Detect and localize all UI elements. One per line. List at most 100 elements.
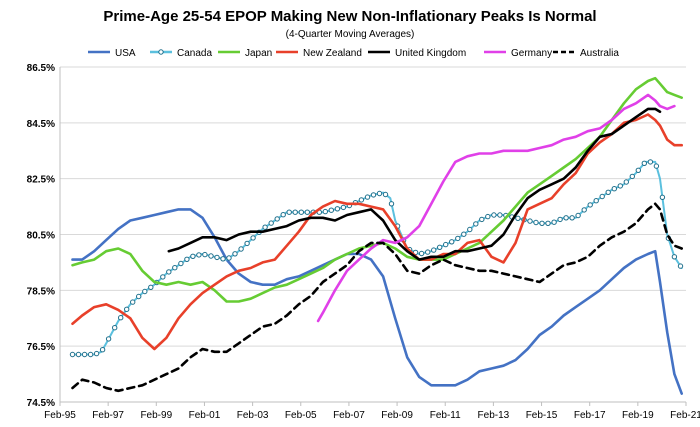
x-tick-label: Feb-13 [478,410,510,421]
series-line-usa [71,208,683,395]
y-tick-label: 78.5% [27,286,55,297]
data-point-canada [322,208,328,215]
legend-item-usa: USA [88,48,136,59]
data-point-canada [238,246,244,252]
series-line-australia [71,202,683,393]
y-tick-label: 80.5% [27,231,55,242]
chart-title: Prime-Age 25-54 EPOP Making New Non-Infl… [103,8,596,25]
data-point-canada [491,212,497,218]
data-point-canada [437,244,443,251]
data-point-canada [527,218,533,224]
series-canada [69,159,684,358]
series-line-japan [71,76,683,303]
legend-label: New Zealand [303,48,362,59]
x-tick-label: Feb-01 [189,410,221,421]
gridlines [60,66,686,403]
data-point-canada [581,207,587,213]
data-point-canada [635,167,641,174]
data-point-canada [160,274,166,280]
data-point-canada [280,212,286,218]
data-point-canada [268,220,274,226]
data-point-canada [599,193,605,200]
data-point-canada [208,253,214,259]
series-lines [69,76,684,395]
data-point-canada [136,293,142,300]
data-point-canada [677,263,684,269]
y-tick-label: 86.5% [27,63,55,74]
data-point-canada [629,173,635,180]
data-point-canada [250,235,256,241]
legend-marker [158,49,164,55]
series-line-germany [316,93,676,323]
data-point-canada [214,254,220,261]
legend-item-canada: Canada [150,48,212,59]
x-tick-label: Feb-21 [670,410,700,421]
legend-item-united-kingdom: United Kingdom [368,48,466,59]
data-point-canada [425,249,431,255]
legend-label: Canada [177,48,212,59]
data-point-canada [184,256,190,262]
data-point-canada [93,350,100,357]
data-point-canada [388,201,395,207]
data-point-canada [533,219,539,226]
x-tick-label: Feb-19 [622,410,654,421]
data-point-canada [605,189,611,196]
data-point-canada [659,194,666,201]
data-point-canada [467,226,473,233]
x-tick-label: Feb-95 [44,410,76,421]
data-point-canada [202,251,208,258]
data-point-canada [298,209,304,215]
series-germany [316,93,676,323]
series-line-new-zealand [71,113,683,351]
x-tick-label: Feb-99 [140,410,172,421]
data-point-canada [304,209,310,215]
data-point-canada [286,209,292,215]
x-tick-label: Feb-03 [237,410,269,421]
data-point-canada [641,160,647,167]
data-point-canada [166,269,172,275]
data-point-canada [81,351,88,358]
data-point-canada [226,255,232,261]
data-point-canada [190,253,196,259]
data-point-canada [130,299,136,305]
series-united-kingdom [167,107,662,261]
data-point-canada [328,207,334,213]
data-point-canada [611,186,617,192]
data-point-canada [99,347,106,353]
data-point-canada [545,220,551,227]
y-tick-label: 82.5% [27,175,55,186]
data-point-canada [262,224,268,230]
data-point-canada [124,306,130,312]
legend-label: USA [115,48,136,59]
data-point-canada [515,215,521,222]
data-point-canada [497,212,503,218]
data-point-canada [431,247,437,253]
chart-legend: USA Canada Japan New Zealand United Kingdom G… [88,48,619,59]
data-point-canada [461,231,467,237]
series-australia [71,202,683,393]
series-japan [71,76,683,303]
x-tick-label: Feb-05 [285,410,317,421]
x-tick-label: Feb-07 [333,410,365,421]
x-tick-label: Feb-17 [574,410,606,421]
y-tick-label: 84.5% [27,119,55,130]
axes: 74.5% 76.5% 78.5% 80.5% 82.5% 84.5% 86.5% Feb-9… [27,63,700,421]
x-tick-label: Feb-09 [381,410,413,421]
series-line-canada [71,160,683,356]
data-point-canada [196,252,202,258]
data-point-canada [443,241,449,248]
data-point-canada [485,213,491,220]
data-point-canada [479,216,485,223]
data-point-canada [563,215,569,221]
legend-item-japan: Japan [218,48,272,59]
data-point-canada [334,206,341,212]
legend-label: Japan [245,48,272,59]
data-point-canada [617,183,623,189]
data-point-canada [418,250,425,257]
x-tick-label: Feb-97 [92,410,124,421]
data-point-canada [671,254,678,260]
data-point-canada [455,235,461,242]
data-point-canada [112,325,118,331]
